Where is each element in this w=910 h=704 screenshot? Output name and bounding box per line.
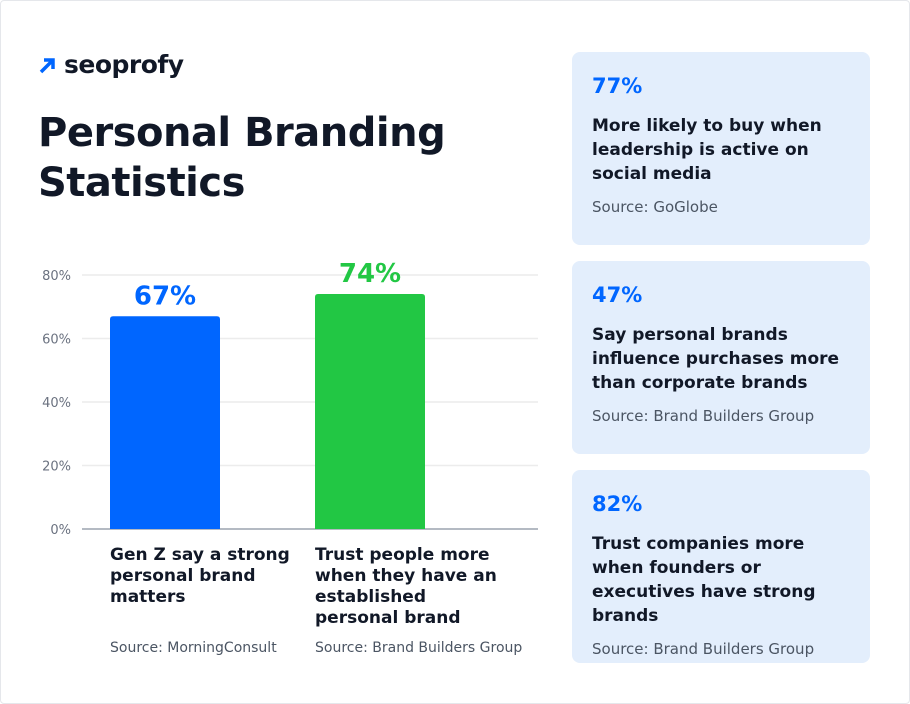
stat-card-3: 82% Trust companies more when founders o…: [572, 470, 870, 663]
logo: seoprofy: [38, 50, 184, 79]
page-title: Personal Branding Statistics: [38, 110, 446, 206]
y-tick-label: 80%: [42, 269, 71, 284]
bar: [110, 316, 220, 529]
stat-source: Source: GoGlobe: [592, 198, 718, 216]
category-source-2: Source: Brand Builders Group: [315, 640, 523, 656]
y-tick-label: 20%: [42, 460, 71, 475]
y-tick-label: 40%: [42, 396, 71, 411]
stat-source: Source: Brand Builders Group: [592, 407, 815, 425]
stat-card-1: 77% More likely to buy when leadership i…: [572, 52, 870, 245]
category-label-2: Trust people more when they have an esta…: [315, 545, 497, 628]
stat-description: Trust companies more when founders or ex…: [592, 534, 816, 626]
arrow-up-right-icon: [39, 57, 55, 73]
stat-percent: 77%: [592, 74, 643, 98]
data-label: 74%: [339, 259, 401, 289]
logo-text: seoprofy: [64, 50, 184, 79]
stat-card-2: 47% Say personal brands influence purcha…: [572, 261, 870, 454]
stat-source: Source: Brand Builders Group: [592, 640, 815, 658]
data-label: 67%: [134, 281, 196, 311]
bar-chart: 0% 20% 40% 60% 80% 67% 74%: [42, 259, 538, 538]
stat-description: More likely to buy when leadership is ac…: [592, 116, 822, 184]
y-tick-label: 0%: [50, 523, 71, 538]
category-label-1: Gen Z say a strong personal brand matter…: [110, 545, 290, 607]
stat-description: Say personal brands influence purchases …: [592, 325, 840, 393]
stat-percent: 82%: [592, 492, 643, 516]
category-source-1: Source: MorningConsult: [110, 640, 277, 656]
bar: [315, 294, 425, 529]
stat-percent: 47%: [592, 283, 643, 307]
y-tick-label: 60%: [42, 333, 71, 348]
